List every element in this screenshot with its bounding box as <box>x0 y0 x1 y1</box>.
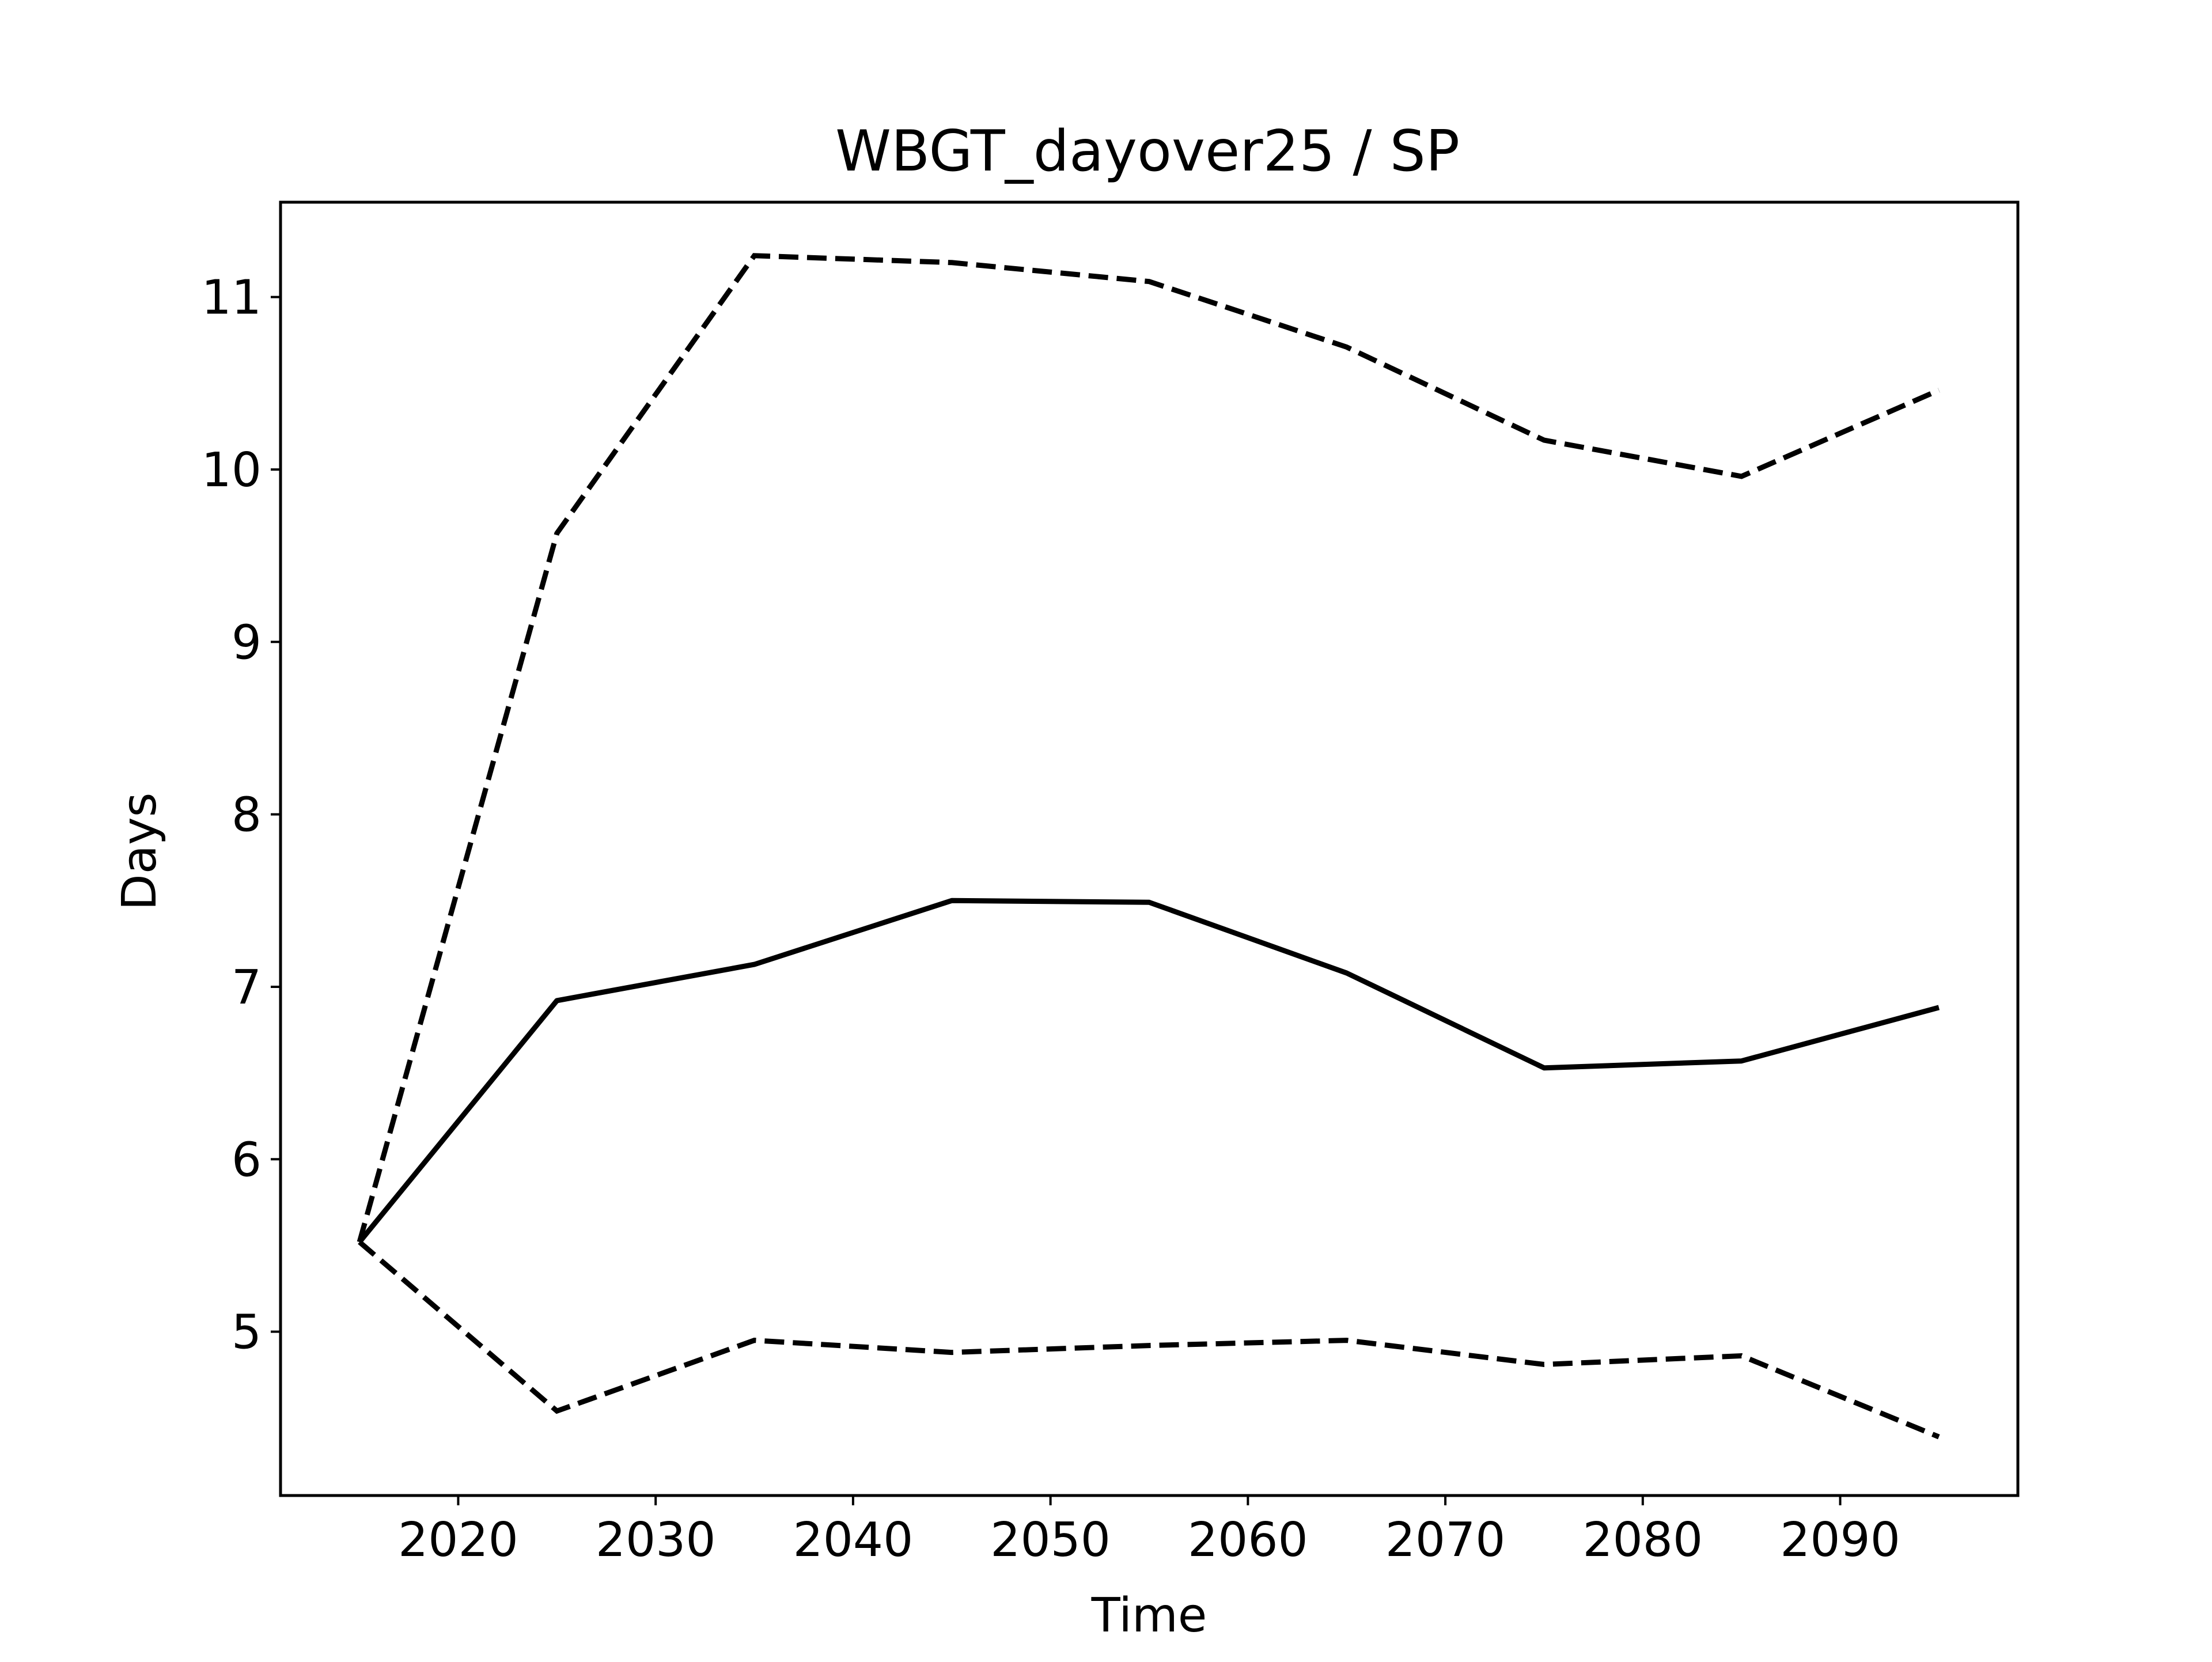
y-axis: 5 6 7 8 9 10 11 <box>202 271 281 1360</box>
y-tick-label: 8 <box>232 788 262 843</box>
y-tick-label: 11 <box>202 271 262 325</box>
x-tick-label: 2040 <box>793 1513 914 1568</box>
y-tick-label: 10 <box>202 443 262 498</box>
series-layer <box>357 253 1940 1440</box>
upper-bound-line <box>357 253 1940 1243</box>
x-axis-title: Time <box>1091 1588 1207 1643</box>
x-tick-label: 2020 <box>398 1513 518 1568</box>
y-axis-title: Days <box>112 793 167 911</box>
x-tick-label: 2080 <box>1582 1513 1703 1568</box>
x-tick-label: 2060 <box>1188 1513 1308 1568</box>
y-tick-label: 7 <box>232 960 262 1015</box>
plot-frame <box>279 200 2020 1497</box>
lower-bound-line <box>358 1240 1940 1440</box>
y-tick-label: 5 <box>232 1305 262 1360</box>
median-line <box>357 898 1940 1244</box>
x-tick-label: 2030 <box>596 1513 716 1568</box>
x-tick-label: 2050 <box>990 1513 1111 1568</box>
x-axis: 2020 2030 2040 2050 2060 2070 2080 2090 <box>398 1496 1900 1568</box>
y-tick-label: 6 <box>232 1133 262 1187</box>
y-tick-label: 9 <box>232 615 262 670</box>
x-tick-label: 2090 <box>1780 1513 1900 1568</box>
chart-title: WBGT_dayover25 / SP <box>835 119 1460 184</box>
x-tick-label: 2070 <box>1385 1513 1506 1568</box>
